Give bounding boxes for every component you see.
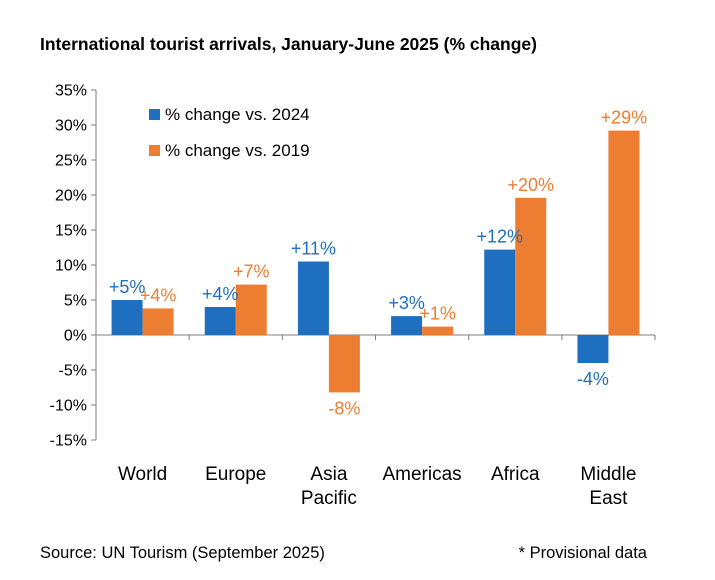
legend-swatch (149, 109, 160, 120)
bar (235, 284, 267, 335)
legend-swatch (149, 145, 160, 156)
category-label-line: Pacific (301, 488, 357, 509)
data-label: +4% (202, 284, 239, 304)
y-tick-label: 5% (64, 293, 87, 310)
category-label-line: East (589, 488, 628, 509)
data-label: +3% (388, 293, 425, 313)
y-tick-label: 10% (55, 258, 87, 275)
y-tick-label: -10% (50, 398, 87, 415)
data-label: +20% (507, 175, 554, 195)
category-label-line: Africa (491, 464, 540, 485)
category-label: World (118, 464, 167, 485)
bar (328, 335, 360, 393)
bar (608, 130, 640, 335)
data-label: +4% (140, 285, 177, 305)
legend-label: % change vs. 2019 (165, 141, 310, 160)
y-tick-label: -5% (59, 363, 87, 380)
category-label-line: Middle (580, 464, 636, 485)
category-label: Asia Pacific (301, 464, 357, 509)
y-tick-label: 20% (55, 188, 87, 205)
bar (484, 249, 516, 335)
category-label: Africa (491, 464, 540, 485)
data-label: +7% (233, 262, 270, 282)
category-label-line: World (118, 464, 167, 485)
source-note: Source: UN Tourism (September 2025) (40, 544, 325, 562)
legend-label: % change vs. 2024 (165, 105, 310, 124)
category-label-line: Americas (382, 464, 461, 485)
data-labels: +5% +4%+11%+3%+12%-4%+4%+7%-8%+1%+20%+29% (109, 108, 647, 419)
bar (391, 316, 423, 335)
category-label: Europe (205, 464, 266, 485)
data-label: -8% (328, 398, 360, 418)
category-label: Americas (382, 464, 461, 485)
data-label: +11% (291, 239, 336, 259)
y-tick-label: 35% (55, 83, 87, 100)
category-label-line: Asia (310, 464, 347, 485)
axes: -15% -10% -5% 0% 5% 10% 15% 20% 25% 30% 35% World Eu… (50, 83, 656, 509)
y-tick-label: 30% (55, 118, 87, 135)
data-label: +12% (476, 227, 523, 247)
bar (515, 197, 547, 335)
bar (111, 300, 143, 335)
category-label: Middle East (580, 464, 636, 509)
data-label: +5% (109, 277, 146, 297)
y-tick-label: 0% (64, 328, 87, 345)
category-label-line: Europe (205, 464, 266, 485)
bar (204, 307, 236, 335)
legend: % change vs. 2024 % change vs. 2019 (149, 105, 310, 160)
bar (577, 335, 609, 363)
data-label: -4% (577, 369, 609, 389)
bar (422, 326, 454, 335)
provisional-note: * Provisional data (518, 544, 647, 562)
y-tick-label: 15% (55, 223, 87, 240)
data-label: +29% (601, 108, 648, 128)
bar (142, 308, 174, 335)
y-tick-label: -15% (50, 433, 87, 450)
bar (297, 261, 329, 335)
chart-title: International tourist arrivals, January-… (40, 34, 537, 54)
y-tick-label: 25% (55, 153, 87, 170)
bars (111, 130, 640, 393)
data-label: +1% (419, 304, 456, 324)
